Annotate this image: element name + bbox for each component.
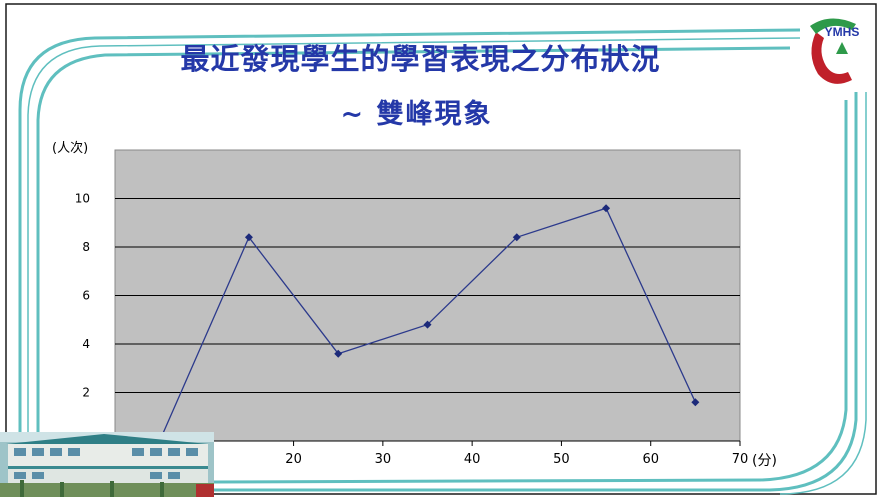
y-tick-label-10: 10: [75, 192, 90, 206]
x-tick-label-20: 20: [285, 452, 302, 467]
x-tick-label-40: 40: [464, 452, 481, 467]
y-tick-label-2: 2: [82, 386, 90, 400]
y-tick-label-6: 6: [82, 289, 90, 303]
y-tick-label-4: 4: [82, 337, 90, 351]
y-tick-label-8: 8: [82, 240, 90, 254]
school-logo-icon: YMHS: [810, 18, 860, 84]
school-building-image: [0, 432, 214, 497]
data-point-4: [512, 233, 521, 242]
data-point-2: [334, 349, 343, 358]
data-point-1: [244, 233, 253, 242]
logo-text: YMHS: [825, 25, 860, 39]
x-tick-label-50: 50: [553, 452, 570, 467]
x-tick-label-70: 70: [732, 452, 749, 467]
x-tick-label-30: 30: [375, 452, 392, 467]
slide-title: 最近發現學生的學習表現之分布狀況: [180, 42, 661, 76]
data-point-5: [602, 204, 611, 213]
data-point-6: [691, 398, 700, 407]
y-axis-unit-label: (人次): [52, 141, 89, 156]
data-point-3: [423, 320, 432, 329]
slide-subtitle: ~ 雙峰現象: [340, 99, 493, 130]
x-tick-label-60: 60: [642, 452, 659, 467]
x-axis-unit-label: (分): [752, 453, 777, 469]
